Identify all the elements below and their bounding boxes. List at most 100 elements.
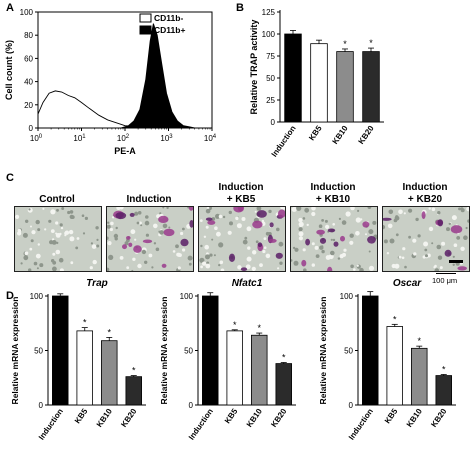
cell <box>345 211 351 217</box>
cell <box>36 267 39 270</box>
cell <box>276 227 280 232</box>
cell <box>107 221 110 224</box>
significance-marker: * <box>107 327 111 337</box>
cell <box>124 241 129 246</box>
cell <box>216 231 221 237</box>
cell <box>343 248 347 252</box>
bar-kb20 <box>125 376 142 406</box>
micrograph-title: Control <box>39 194 75 205</box>
y-tick-label: 50 <box>34 347 43 356</box>
x-tick-label: KB10 <box>331 124 350 146</box>
trap-positive-cell <box>158 215 169 223</box>
micrograph-title: Induction <box>126 194 172 205</box>
trap-positive-cell <box>126 236 131 240</box>
cell <box>145 215 149 219</box>
cell <box>17 231 22 236</box>
cell <box>299 225 302 228</box>
trap-positive-cell <box>319 237 327 244</box>
cell <box>60 226 64 230</box>
cell <box>107 241 112 246</box>
cell <box>355 231 360 236</box>
cell <box>48 219 52 223</box>
cell <box>107 267 110 271</box>
cell <box>244 236 248 240</box>
cell <box>465 226 468 230</box>
cell <box>116 207 121 210</box>
cell <box>52 238 55 241</box>
cell <box>302 217 306 220</box>
cell <box>298 236 303 241</box>
cell <box>203 235 207 238</box>
cell <box>278 241 284 247</box>
histogram-frame <box>37 11 213 129</box>
cell <box>107 236 109 240</box>
cell <box>205 208 211 214</box>
cell <box>132 257 136 261</box>
trap-positive-cell <box>275 252 283 259</box>
trap-positive-cell <box>180 238 189 247</box>
cell <box>255 240 259 244</box>
y-tick-label: 80 <box>24 31 33 40</box>
y-tick-label: 100 <box>20 8 34 17</box>
micrograph-image <box>382 206 470 272</box>
cell <box>42 207 45 210</box>
cell <box>130 229 136 235</box>
cell <box>254 210 257 213</box>
y-tick-label: 100 <box>30 292 44 301</box>
cell <box>434 268 440 271</box>
cell <box>213 254 216 257</box>
cell <box>111 216 115 219</box>
cell <box>55 249 61 255</box>
cell <box>463 235 468 240</box>
cell <box>109 227 113 232</box>
cell <box>394 263 400 269</box>
cell <box>263 237 267 240</box>
cell <box>383 239 388 244</box>
cell <box>134 238 137 241</box>
cell <box>68 229 74 235</box>
y-tick-label: 40 <box>24 78 33 87</box>
cell <box>311 207 316 211</box>
trap-positive-cell <box>237 207 244 212</box>
significance-marker: * <box>417 336 421 346</box>
cell <box>82 232 86 235</box>
cell <box>298 231 304 237</box>
significance-marker: * <box>343 39 347 49</box>
cell <box>246 226 252 232</box>
cell <box>235 216 239 221</box>
cell <box>50 229 55 233</box>
cell <box>365 233 367 236</box>
histogram-series-cd11b-neg <box>37 90 152 129</box>
y-tick-label: 25 <box>266 96 275 105</box>
cell <box>69 214 74 219</box>
cell <box>456 236 461 240</box>
cell <box>44 228 47 231</box>
trap-positive-cell <box>268 238 277 243</box>
significance-marker: * <box>257 323 261 333</box>
cell <box>417 234 421 238</box>
cell <box>311 211 316 217</box>
y-axis-label: Relative mRNA expression <box>159 297 169 405</box>
cell <box>237 265 242 270</box>
cell <box>215 213 221 219</box>
cell <box>52 260 57 265</box>
cell <box>311 263 315 267</box>
cell <box>39 263 44 268</box>
trap-positive-cell <box>128 242 133 247</box>
cell <box>372 220 377 225</box>
cell <box>211 217 216 221</box>
bar-kb10 <box>251 334 268 406</box>
cell <box>437 211 441 215</box>
y-tick-label: 0 <box>349 401 354 410</box>
cell <box>28 268 32 271</box>
cell <box>267 254 270 258</box>
trap-positive-cell <box>277 209 285 218</box>
cell <box>246 256 252 262</box>
x-axis-label: PE-A <box>114 146 136 156</box>
bar-kb10 <box>336 51 354 123</box>
cell <box>55 221 59 225</box>
bar-induction <box>284 33 302 123</box>
cell <box>448 222 451 225</box>
cell <box>51 240 57 245</box>
significance-marker: * <box>233 320 237 330</box>
